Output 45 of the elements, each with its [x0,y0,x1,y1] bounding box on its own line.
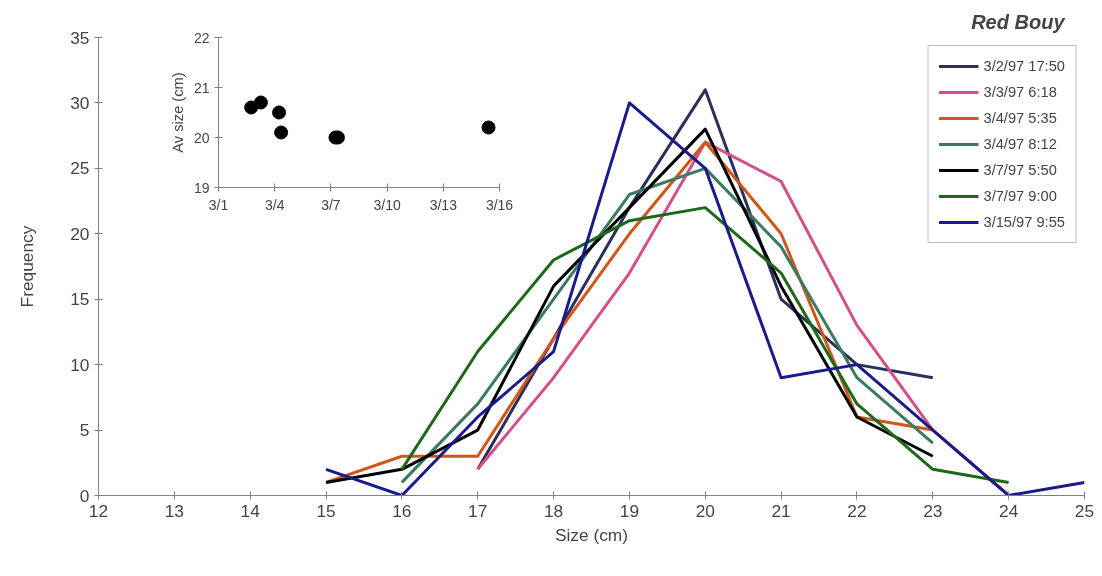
x-tick-label: 3/4 [264,196,285,213]
y-tick-label: 22 [193,29,210,46]
legend-label: 3/2/97 17:50 [983,58,1065,74]
x-tick-label: 3/13 [429,196,458,213]
x-tick-label: 17 [468,500,488,521]
y-tick-label: 5 [79,420,90,441]
y-tick-label: 0 [79,485,90,506]
legend-label: 3/3/97 6:18 [983,84,1057,100]
x-tick-label: 16 [392,500,412,521]
y-tick-label: 10 [70,354,90,375]
legend-label: 3/7/97 5:50 [983,162,1057,178]
x-tick-label: 22 [847,500,867,521]
y-tick-label: 21 [193,79,210,96]
x-tick-label: 3/1 [208,196,229,213]
x-tick-label: 19 [619,500,640,521]
y-tick-label: 19 [193,179,210,196]
x-tick-label: 3/16 [485,196,514,213]
x-tick-label: 12 [88,500,109,521]
x-tick-label: 13 [164,500,184,521]
y-tick-label: 30 [70,92,90,113]
legend-label: 3/7/97 9:00 [983,188,1057,204]
x-tick-label: 21 [771,500,791,521]
y-axis-title: Frequency [17,225,38,308]
y-tick-label: 15 [70,289,90,310]
y-tick-label: 20 [193,129,210,146]
legend-label: 3/15/97 9:55 [983,214,1065,230]
x-tick-label: 18 [543,500,564,521]
legend-label: 3/4/97 5:35 [983,110,1057,126]
line-series [324,101,1085,496]
x-tick-label: 14 [240,500,261,521]
chart-title: Red Bouy [971,10,1066,33]
legend-label: 3/4/97 8:12 [983,136,1057,152]
y-axis-title: Av size (cm) [169,72,186,153]
x-tick-label: 15 [316,500,336,521]
x-axis-title: Size (cm) [554,524,629,545]
x-tick-label: 25 [1074,500,1095,521]
line-series [324,127,935,484]
x-tick-label: 3/10 [373,196,401,213]
x-tick-label: 3/7 [321,196,341,213]
x-tick-label: 20 [695,500,715,521]
x-tick-label: 24 [999,500,1019,521]
y-tick-label: 20 [70,223,90,244]
y-tick-label: 25 [70,158,90,179]
y-tick-label: 35 [70,27,90,48]
x-tick-label: 23 [923,500,943,521]
